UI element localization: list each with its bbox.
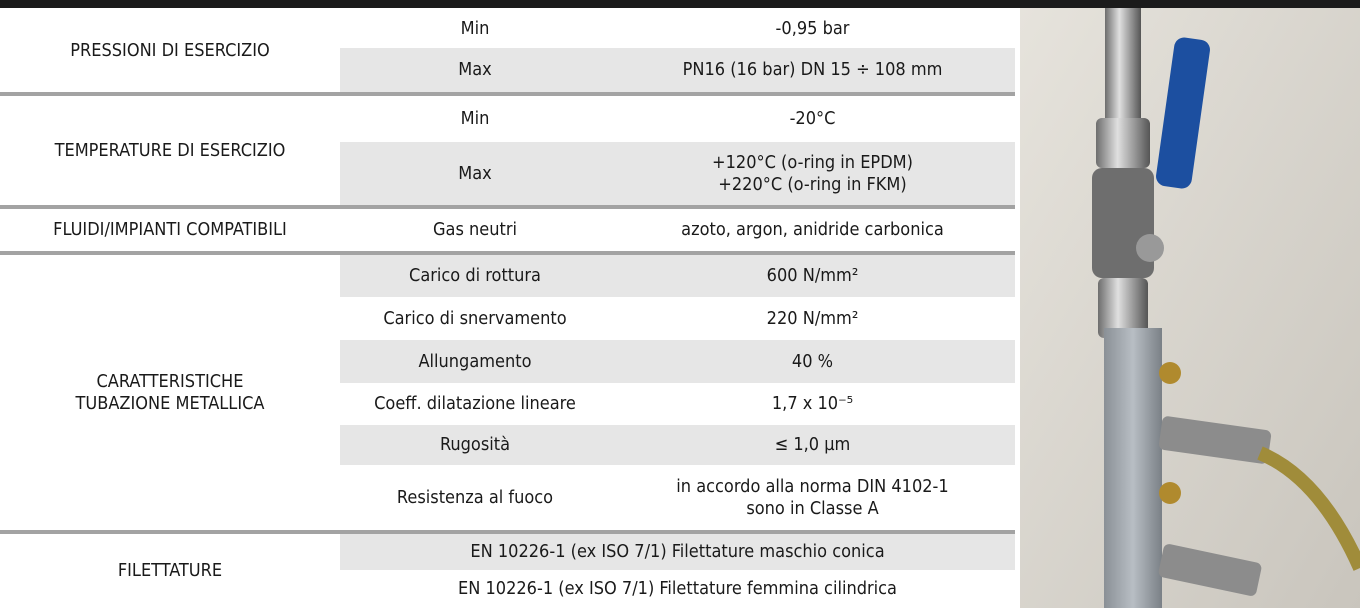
value: in accordo alla norma DIN 4102-1 sono in…: [610, 465, 1015, 530]
group-separator: [0, 251, 1015, 255]
row-text: EN 10226-1 (ex ISO 7/1) Filettature masc…: [340, 534, 1015, 570]
param: Carico di snervamento: [340, 297, 610, 340]
value: -0,95 bar: [610, 10, 1015, 48]
param: Rugosità: [340, 425, 610, 465]
param: Min: [340, 96, 610, 142]
group-separator: [0, 92, 1015, 96]
param: Min: [340, 10, 610, 48]
group-label: CARATTERISTICHE TUBAZIONE METALLICA: [0, 255, 340, 530]
group-separator: [0, 530, 1015, 534]
group-label: PRESSIONI DI ESERCIZIO: [0, 10, 340, 92]
param: Coeff. dilatazione lineare: [340, 383, 610, 425]
value: 40 %: [610, 340, 1015, 383]
photo: [1020, 8, 1360, 608]
param: Resistenza al fuoco: [340, 465, 610, 530]
value: PN16 (16 bar) DN 15 ÷ 108 mm: [610, 48, 1015, 92]
param: Max: [340, 142, 610, 205]
value: 600 N/mm²: [610, 255, 1015, 297]
group-label: FLUIDI/IMPIANTI COMPATIBILI: [0, 209, 340, 251]
value: ≤ 1,0 µm: [610, 425, 1015, 465]
group-separator: [0, 205, 1015, 209]
value: azoto, argon, anidride carbonica: [610, 209, 1015, 251]
param: Gas neutri: [340, 209, 610, 251]
group-label: FILETTATURE: [0, 534, 340, 607]
value: +120°C (o-ring in EPDM) +220°C (o-ring i…: [610, 142, 1015, 205]
top-bar: [0, 0, 1360, 8]
value: 220 N/mm²: [610, 297, 1015, 340]
value: -20°C: [610, 96, 1015, 142]
param: Max: [340, 48, 610, 92]
param: Allungamento: [340, 340, 610, 383]
group-label: TEMPERATURE DI ESERCIZIO: [0, 96, 340, 205]
param: Carico di rottura: [340, 255, 610, 297]
value: 1,7 x 10⁻⁵: [610, 383, 1015, 425]
row-text: EN 10226-1 (ex ISO 7/1) Filettature femm…: [340, 570, 1015, 607]
